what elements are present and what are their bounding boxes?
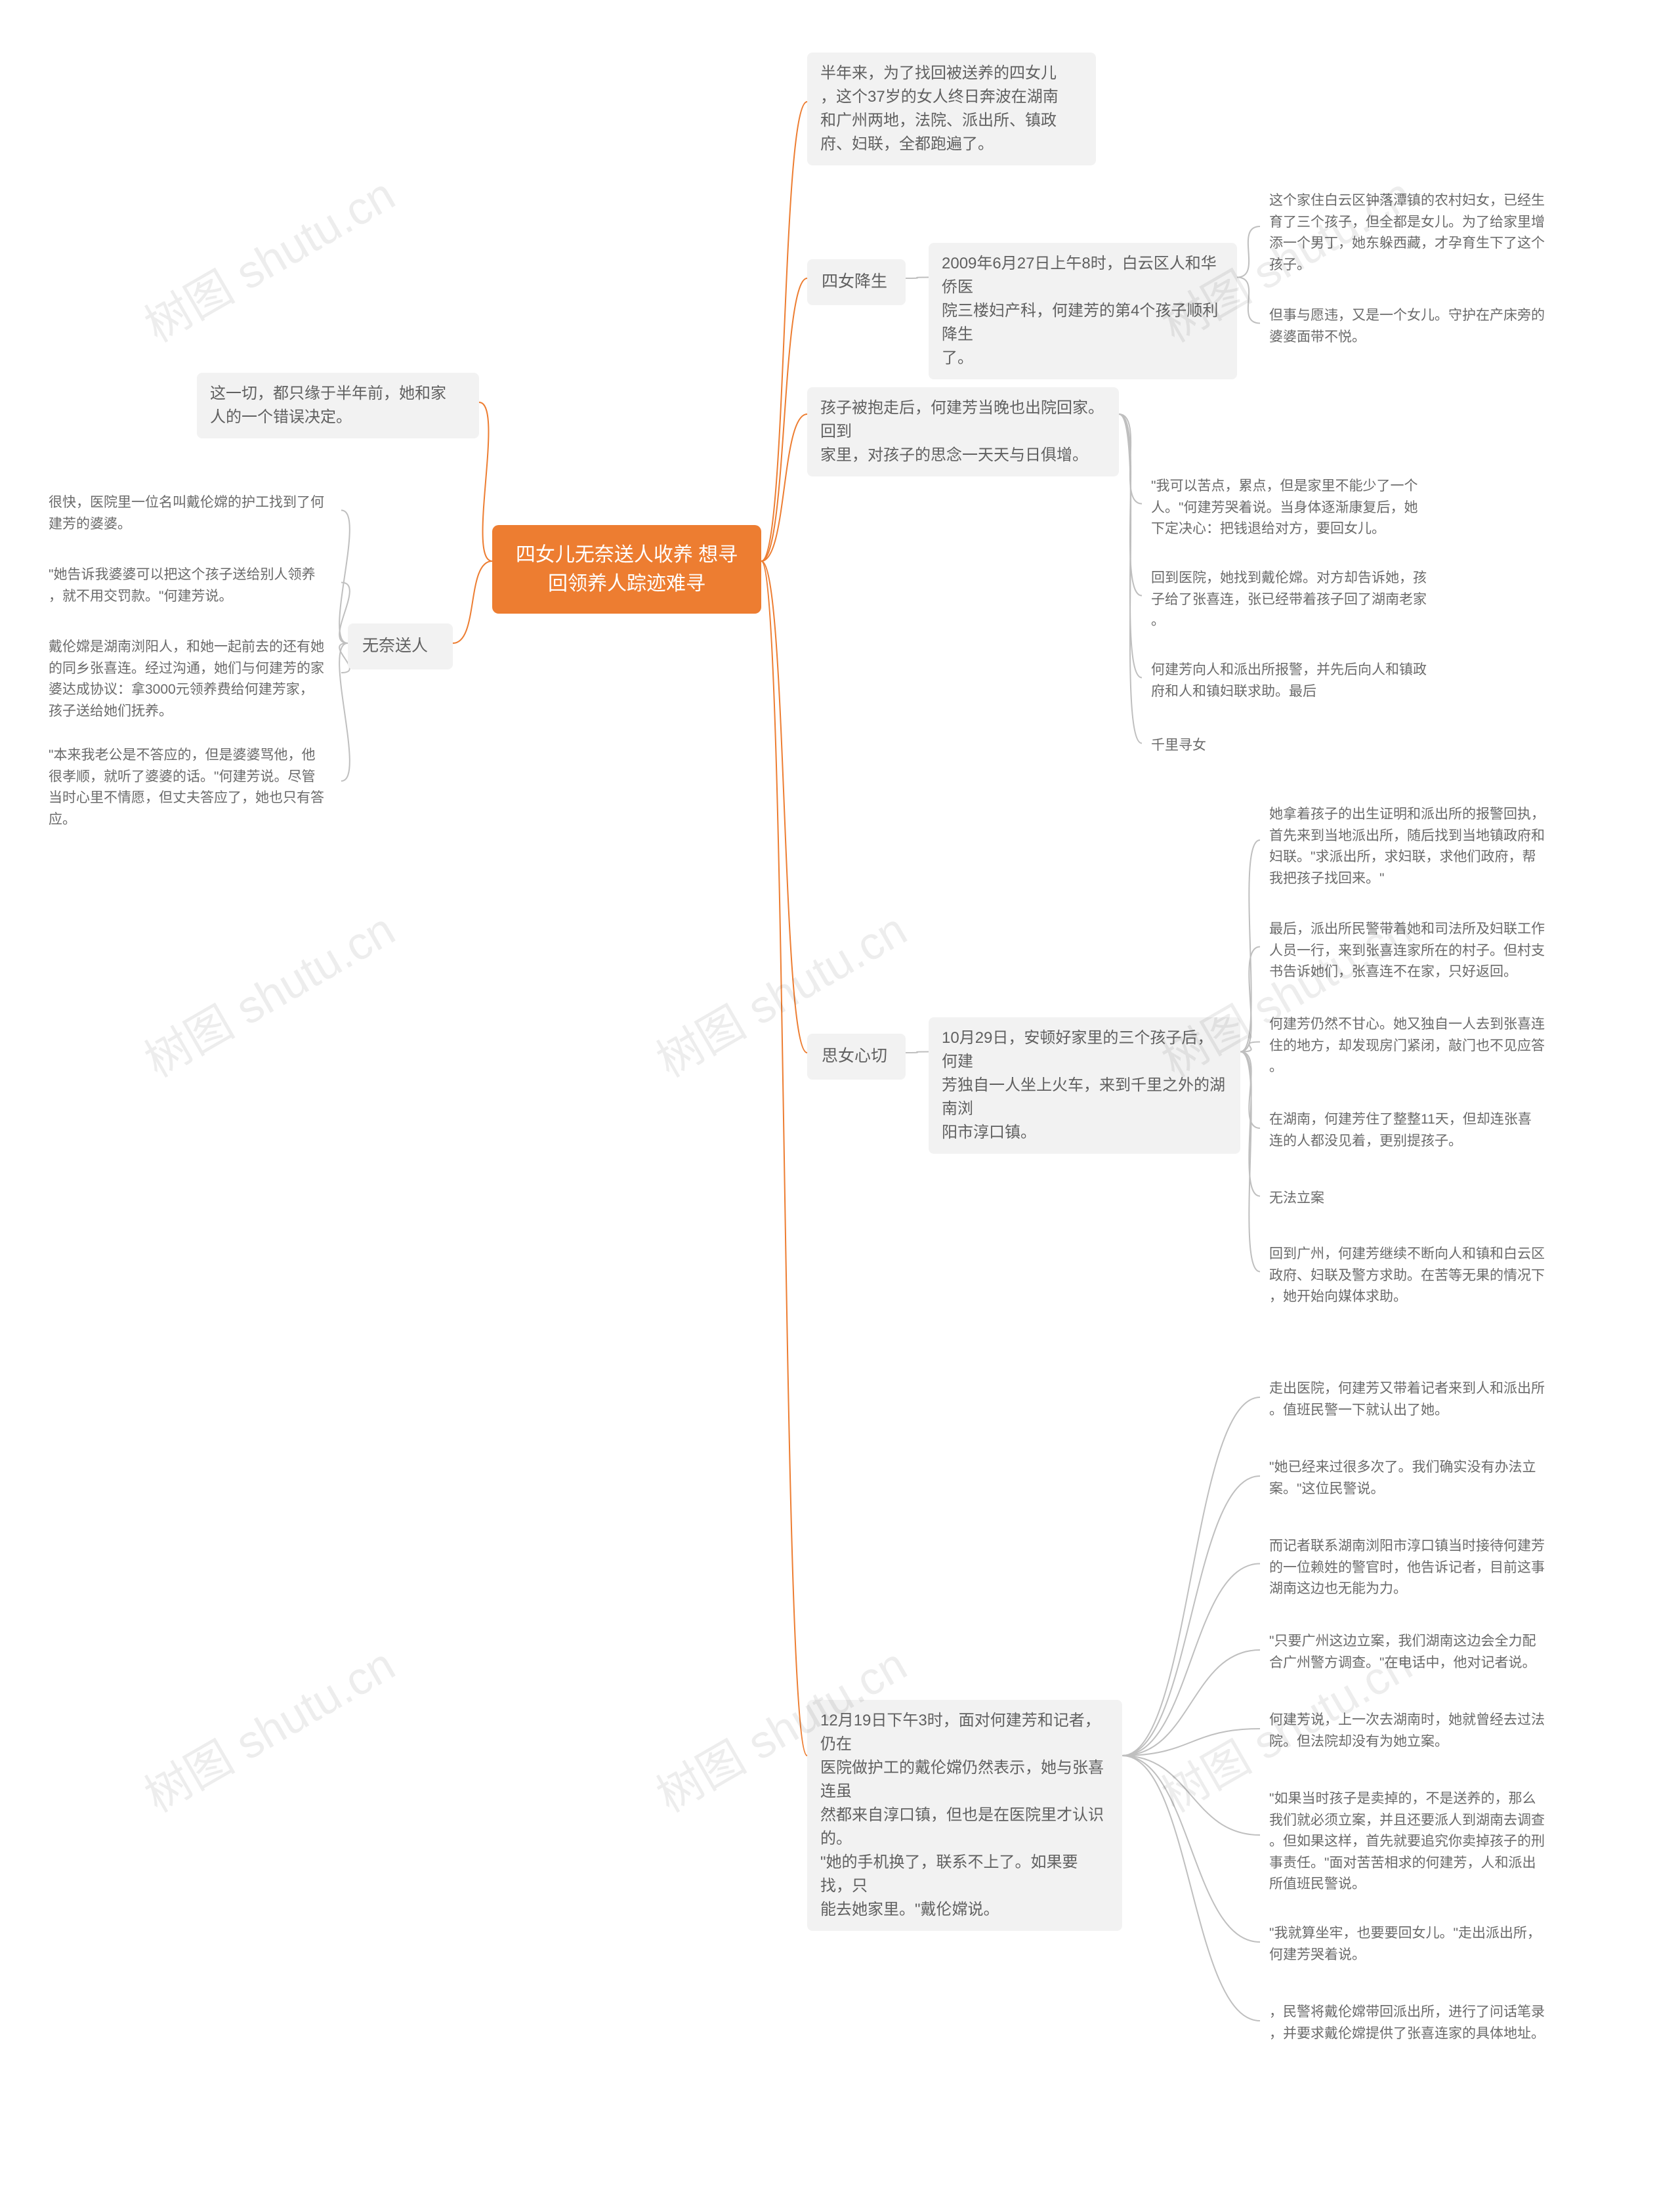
right-sub-4-leaf-3: "只要广州这边立案，我们湖南这边会全力配 合广州警方调查。"在电话中，他对记者说…: [1260, 1624, 1575, 1680]
right-sub-4-leaf-1: "她已经来过很多次了。我们确实没有办法立 案。"这位民警说。: [1260, 1450, 1575, 1506]
right-branch-1-sub-0-leaf-1: 但事与愿违，又是一个女儿。守护在产床旁的 婆婆面带不悦。: [1260, 299, 1575, 354]
watermark: 树图 shutu.cn: [131, 893, 406, 1090]
right-sub-2-leaf-1: 回到医院，她找到戴伦嫦。对方却告诉她，孩 子给了张喜连，张已经带着孩子回了湖南老…: [1142, 561, 1457, 639]
left-branch: 无奈送人: [348, 623, 453, 669]
right-sub-4-leaf-0: 走出医院，何建芳又带着记者来到人和派出所 。值班民警一下就认出了她。: [1260, 1372, 1575, 1427]
right-branch-1: 四女降生: [807, 259, 906, 305]
right-branch-3-sub-0-leaf-5: 回到广州，何建芳继续不断向人和镇和白云区 政府、妇联及警方求助。在苦等无果的情况…: [1260, 1237, 1575, 1315]
left-leaf-2: 戴伦嫦是湖南浏阳人，和她一起前去的还有她 的同乡张喜连。经过沟通，她们与何建芳的…: [39, 630, 341, 728]
right-sub-4-leaf-7: ，民警将戴伦嫦带回派出所，进行了问话笔录 ，并要求戴伦嫦提供了张喜连家的具体地址…: [1260, 1995, 1575, 2051]
right-sub-2-leaf-0: "我可以苦点，累点，但是家里不能少了一个 人。"何建芳哭着说。当身体逐渐康复后，…: [1142, 469, 1457, 547]
right-sub-2: 孩子被抱走后，何建芳当晚也出院回家。回到 家里，对孩子的思念一天天与日俱增。: [807, 387, 1119, 476]
right-branch-3-sub-0-leaf-0: 她拿着孩子的出生证明和派出所的报警回执， 首先来到当地派出所，随后找到当地镇政府…: [1260, 797, 1575, 896]
right-branch-3-sub-0-leaf-3: 在湖南，何建芳住了整整11天，但却连张喜 连的人都没见着，更别提孩子。: [1260, 1103, 1575, 1158]
right-branch-1-sub-0: 2009年6月27日上午8时，白云区人和华侨医 院三楼妇产科，何建芳的第4个孩子…: [929, 243, 1237, 379]
mindmap-canvas: 四女儿无奈送人收养 想寻 回领养人踪迹难寻 这一切，都只缘于半年前，她和家 人的一…: [0, 0, 1680, 2196]
right-sub-4-leaf-2: 而记者联系湖南浏阳市淳口镇当时接待何建芳 的一位赖姓的警官时，他告诉记者，目前这…: [1260, 1529, 1575, 1607]
right-branch-1-sub-0-leaf-0: 这个家住白云区钟落潭镇的农村妇女，已经生 育了三个孩子，但全都是女儿。为了给家里…: [1260, 184, 1575, 282]
right-sub-2-leaf-3: 千里寻女: [1142, 728, 1234, 763]
right-branch-3-sub-0-leaf-4: 无法立案: [1260, 1181, 1352, 1216]
right-sub-2-leaf-2: 何建芳向人和派出所报警，并先后向人和镇政 府和人和镇妇联求助。最后: [1142, 653, 1457, 709]
left-intro: 这一切，都只缘于半年前，她和家 人的一个错误决定。: [197, 373, 479, 438]
right-sub-4-leaf-5: "如果当时孩子是卖掉的，不是送养的，那么 我们就必须立案，并且还要派人到湖南去调…: [1260, 1782, 1575, 1902]
left-leaf-0: 很快，医院里一位名叫戴伦嫦的护工找到了何 建芳的婆婆。: [39, 486, 341, 541]
right-branch-3-sub-0: 10月29日，安顿好家里的三个孩子后，何建 芳独自一人坐上火车，来到千里之外的湖…: [929, 1017, 1240, 1154]
left-leaf-3: "本来我老公是不答应的，但是婆婆骂他，他 很孝顺，就听了婆婆的话。"何建芳说。尽…: [39, 738, 341, 837]
right-sub-4: 12月19日下午3时，面对何建芳和记者，仍在 医院做护工的戴伦嫦仍然表示，她与张…: [807, 1700, 1122, 1931]
right-branch-3: 思女心切: [807, 1034, 906, 1080]
right-sub-4-leaf-4: 何建芳说，上一次去湖南时，她就曾经去过法 院。但法院却没有为她立案。: [1260, 1703, 1575, 1759]
right-sub-4-leaf-6: "我就算坐牢，也要要回女儿。"走出派出所， 何建芳哭着说。: [1260, 1916, 1575, 1972]
right-branch-3-sub-0-leaf-2: 何建芳仍然不甘心。她又独自一人去到张喜连 住的地方，却发现房门紧闭，敲门也不见应…: [1260, 1007, 1575, 1085]
left-leaf-1: "她告诉我婆婆可以把这个孩子送给别人领养 ，就不用交罚款。"何建芳说。: [39, 558, 341, 614]
watermark: 树图 shutu.cn: [131, 158, 406, 355]
root-node: 四女儿无奈送人收养 想寻 回领养人踪迹难寻: [492, 525, 761, 614]
watermark: 树图 shutu.cn: [131, 1628, 406, 1825]
right-branch-3-sub-0-leaf-1: 最后，派出所民警带着她和司法所及妇联工作 人员一行，来到张喜连家所在的村子。但村…: [1260, 912, 1575, 990]
right-sub-0: 半年来，为了找回被送养的四女儿 ，这个37岁的女人终日奔波在湖南 和广州两地，法…: [807, 53, 1096, 165]
